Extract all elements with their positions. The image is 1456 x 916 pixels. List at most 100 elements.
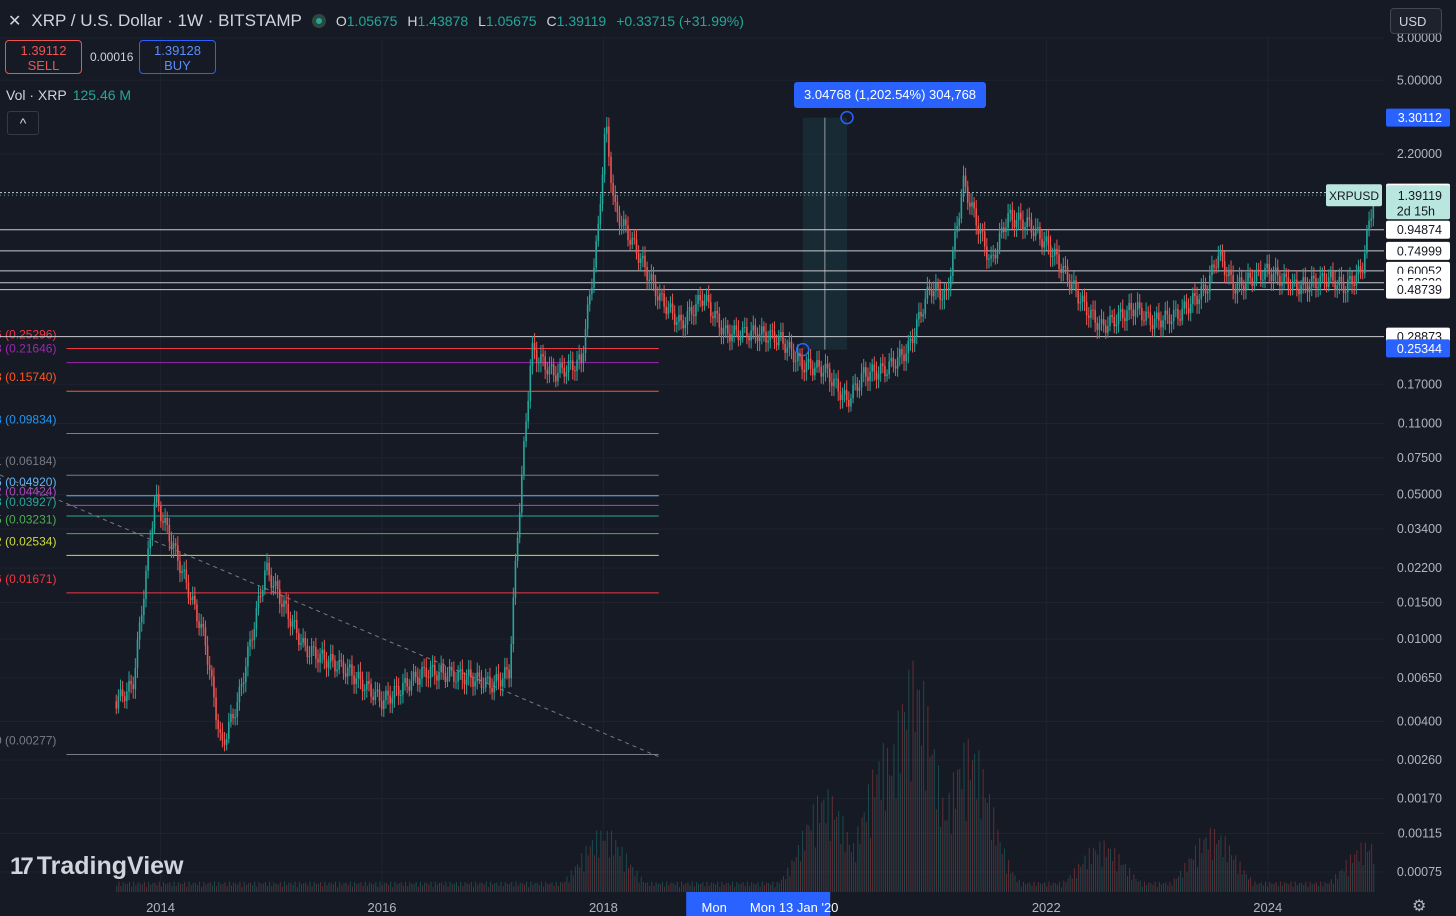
close-icon[interactable]: ✕ [8, 13, 22, 30]
candle-body [639, 258, 642, 263]
volume-bar [254, 881, 256, 892]
candle-body [616, 201, 619, 213]
candle-body [835, 378, 837, 380]
candle-body [1177, 309, 1179, 320]
volume-bar [311, 886, 313, 892]
volume-bar [351, 886, 353, 892]
volume-bar [207, 883, 209, 892]
collapse-chevron-icon[interactable]: ^ [7, 111, 39, 135]
candle-body [599, 203, 602, 224]
fib-level-label: 4.236 (0.25296) [0, 328, 56, 342]
candle-body [686, 311, 689, 325]
candle-body [136, 639, 139, 669]
volume-bar [906, 729, 908, 892]
candle-body [1206, 291, 1209, 294]
volume-bar [288, 882, 290, 892]
candle-body [274, 580, 277, 586]
candle-body [493, 681, 496, 693]
volume-bar [390, 881, 392, 892]
volume-bar [853, 843, 855, 892]
candle-body [637, 253, 640, 263]
candle-body [213, 676, 215, 698]
volume-bar [721, 881, 723, 892]
volume-bar [795, 857, 797, 892]
candle-body [529, 365, 532, 401]
price-scale-tick-label: 0.00260 [1397, 753, 1442, 767]
candle-body [157, 494, 160, 506]
candle-body [790, 341, 793, 350]
volume-bar [1231, 855, 1233, 892]
candle-body [425, 667, 428, 678]
buy-button[interactable]: 1.39128 BUY [139, 40, 216, 74]
candle-body [1164, 310, 1167, 321]
volume-bar [1059, 881, 1061, 892]
candle-body [1172, 309, 1175, 322]
candle-body [189, 597, 192, 600]
candle-body [867, 376, 869, 382]
volume-bar [1347, 876, 1349, 892]
volume-bar [768, 882, 770, 892]
volume-bar [1218, 840, 1220, 892]
sell-price: 1.39112 [20, 43, 67, 58]
candle-body [935, 282, 937, 292]
candle-body [1041, 239, 1043, 248]
volume-bar [914, 732, 916, 892]
volume-bar [309, 881, 311, 892]
volume-bar [385, 882, 387, 892]
volume-bar [1165, 882, 1167, 892]
fib-level-label: 0.618 (0.03927) [0, 495, 56, 509]
candle-body [395, 686, 398, 688]
volume-bar [976, 799, 978, 892]
volume-bar [1097, 854, 1099, 892]
volume-bar [1216, 844, 1218, 892]
volume-bar [171, 886, 173, 892]
volume-bar [275, 883, 277, 892]
candle-body [871, 364, 873, 372]
volume-bar [472, 886, 474, 892]
candle-body [729, 333, 731, 342]
volume-bar [1069, 875, 1071, 892]
volume-bar [744, 885, 746, 892]
candle-body [518, 512, 521, 538]
volume-bar [1237, 874, 1239, 892]
volume-bar [167, 883, 169, 892]
volume-bar [279, 881, 281, 892]
volume-bar [536, 882, 538, 892]
candle-body [633, 238, 636, 240]
candle-body [1102, 319, 1105, 326]
symbol-title[interactable]: XRP / U.S. Dollar · 1W · BITSTAMP [31, 11, 302, 30]
volume-bar [687, 882, 689, 892]
volume-bar [1154, 881, 1156, 892]
volume-bar [1139, 880, 1141, 892]
candle-body [1149, 312, 1152, 325]
volume-bar [1146, 885, 1148, 892]
candle-body [1126, 310, 1128, 322]
candle-body [733, 325, 735, 335]
candle-body [327, 661, 330, 668]
candle-body [913, 336, 916, 344]
sell-button[interactable]: 1.39112 SELL [5, 40, 82, 74]
volume-bar [237, 884, 239, 892]
candle-body [1240, 277, 1243, 286]
candle-body [1313, 275, 1315, 279]
volume-bar [1330, 879, 1332, 892]
candle-body [126, 691, 128, 702]
volume-bar [908, 669, 910, 892]
volume-bar [1369, 850, 1371, 892]
volume-bar [426, 883, 428, 892]
candle-body [1315, 278, 1317, 289]
price-highlight-box [1386, 339, 1450, 358]
tradingview-logo[interactable]: 17 TradingView [10, 852, 184, 881]
candle-body [1134, 309, 1137, 317]
volume-bar [770, 884, 772, 892]
settings-gear-icon[interactable]: ⚙ [1412, 898, 1427, 915]
price-level-label-box [1386, 280, 1450, 299]
volume-bar [1014, 875, 1016, 892]
candle-body [540, 354, 542, 363]
currency-button[interactable]: USD [1390, 8, 1442, 34]
volume-bar [547, 884, 549, 892]
candle-body [584, 328, 587, 353]
candle-body [1270, 274, 1273, 282]
candle-body [459, 669, 462, 671]
